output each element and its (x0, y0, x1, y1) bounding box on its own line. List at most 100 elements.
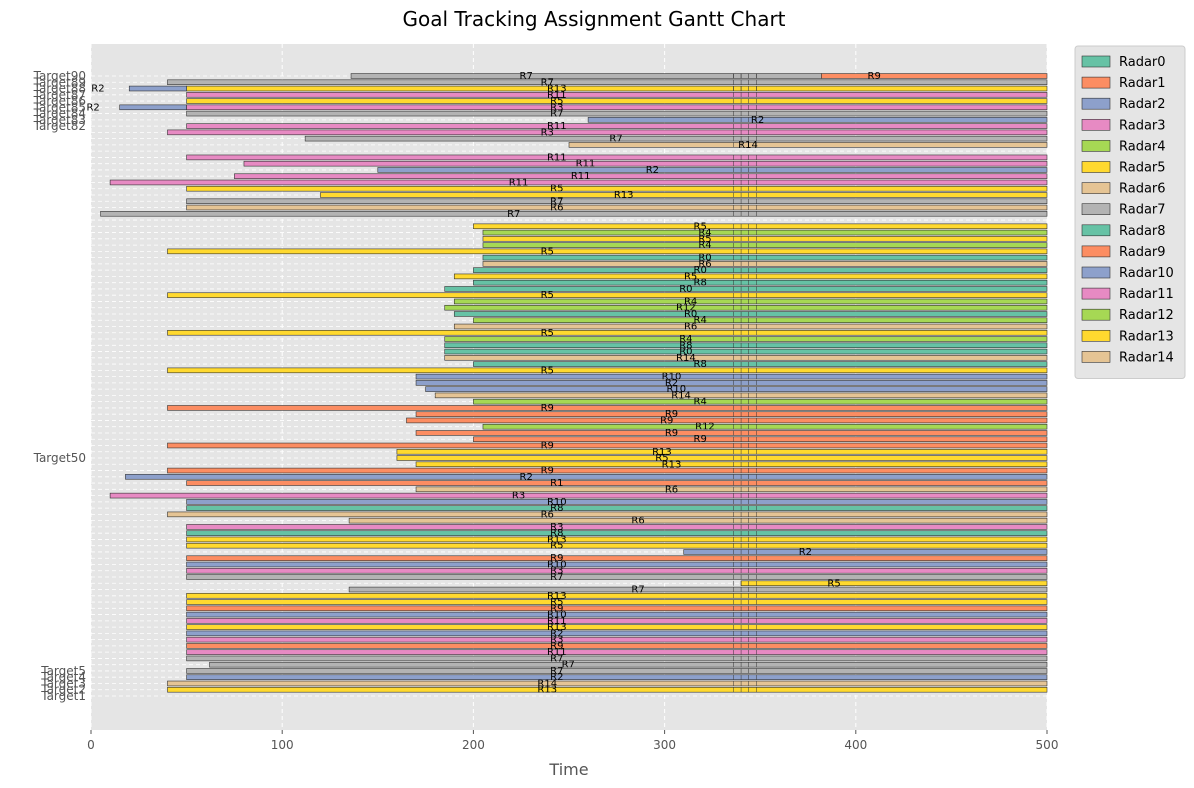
gantt-bar (186, 123, 1048, 129)
legend-swatch (1081, 203, 1111, 215)
legend-label: Radar7 (1119, 203, 1166, 218)
gantt-bar (186, 574, 1048, 580)
legend-label: Radar8 (1119, 224, 1166, 239)
gantt-bar (186, 524, 1048, 530)
gantt-bar (444, 286, 1048, 292)
bar-label: R11 (547, 616, 567, 627)
gantt-bar (453, 323, 1048, 330)
bar-label: R0 (679, 284, 692, 295)
bar-label: R7 (550, 109, 563, 120)
x-tick-label: 300 (653, 738, 676, 752)
gantt-bar (119, 104, 187, 111)
gantt-bar (167, 79, 1048, 86)
gantt-bar (167, 511, 1048, 518)
gantt-bar (128, 85, 187, 92)
bar-label: R14 (537, 678, 557, 689)
gantt-bar (100, 211, 1048, 217)
bar-label: R9 (660, 415, 673, 426)
bar-label: R7 (609, 134, 622, 145)
gantt-bar (167, 330, 1048, 336)
gantt-bar (186, 536, 1048, 543)
bar-label: R6 (541, 509, 554, 520)
legend-swatch (1081, 140, 1111, 152)
bar-label: R7 (631, 585, 644, 596)
y-tick-label: Target86 (33, 94, 86, 108)
gantt-bar (167, 405, 1048, 411)
gantt-bar (482, 242, 1048, 248)
bar-label: R0 (679, 347, 692, 358)
legend-label: Radar4 (1119, 139, 1166, 154)
x-tick-label: 200 (462, 738, 485, 752)
legend-swatch (1081, 182, 1111, 194)
bar-label: R0 (684, 309, 697, 320)
gantt-bar (186, 542, 1048, 549)
bars-group (100, 73, 1048, 693)
gantt-bar (415, 486, 1048, 493)
gantt-bar (186, 630, 1048, 637)
bar-label: R9 (550, 603, 563, 614)
bar-label: R8 (550, 528, 563, 539)
x-tick-label: 500 (1036, 738, 1059, 752)
gantt-bar (444, 304, 1048, 311)
bar-label: R9 (665, 409, 678, 420)
y-ticks: Target90Target89Target88Target87Target86… (33, 69, 86, 703)
legend-label: Radar13 (1119, 329, 1174, 344)
bar-label: R9 (868, 71, 881, 82)
legend-label: Radar12 (1119, 308, 1174, 323)
bar-label: R10 (666, 384, 686, 395)
y-tick-label: Target89 (33, 75, 86, 89)
gantt-bar (186, 605, 1048, 612)
gantt-bar (109, 179, 1048, 186)
gantt-bar (186, 643, 1048, 649)
gantt-bar (415, 461, 1048, 468)
bar-label: R5 (541, 246, 554, 257)
gantt-bar (186, 561, 1048, 568)
bar-label: R11 (547, 647, 567, 658)
bar-label: R0 (698, 253, 711, 264)
gantt-bar (167, 367, 1048, 374)
bar-label: R5 (541, 290, 554, 301)
gantt-bar (473, 436, 1048, 442)
bar-label: R7 (550, 572, 563, 583)
gantt-bar (415, 430, 1048, 436)
bar-label: R6 (631, 516, 644, 527)
gantt-bar (167, 686, 1048, 693)
bar-label: R5 (694, 221, 707, 232)
gantt-bar (482, 261, 1048, 267)
gantt-bar (186, 204, 1048, 211)
gantt-bar (444, 348, 1048, 355)
legend-label: Radar10 (1119, 266, 1174, 281)
gantt-bar (453, 298, 1048, 305)
bar-label: R8 (679, 340, 692, 351)
y-tick-label: Target83 (33, 113, 86, 127)
legend-label: Radar3 (1119, 118, 1166, 133)
y-tick-label: Target1 (40, 689, 86, 703)
gantt-bar (186, 85, 1048, 92)
bar-label: R4 (694, 315, 707, 326)
bar-label: R7 (550, 653, 563, 664)
gantt-bar (186, 530, 1048, 536)
x-tick-label: 400 (844, 738, 867, 752)
bar-label: R10 (662, 372, 682, 383)
legend-swatch (1081, 245, 1111, 258)
gantt-bar (186, 649, 1048, 655)
legend: Radar0 Radar1 Radar2 Radar3 Radar4 Radar5 Rada… (1074, 45, 1186, 379)
bar-label: R2 (799, 547, 812, 558)
legend-label: Radar2 (1119, 97, 1166, 112)
gantt-bar (444, 336, 1048, 342)
bar-label: R6 (665, 484, 678, 495)
bar-label: R10 (547, 559, 567, 570)
bar-label: R8 (694, 278, 707, 289)
gantt-bar (186, 110, 1048, 117)
y-tick-label: Target90 (33, 69, 86, 83)
y-tick-label: Target85 (33, 100, 86, 114)
y-tick-label: Target87 (33, 88, 86, 102)
gantt-bar (396, 455, 1048, 461)
y-tick-label: Target5 (40, 664, 86, 678)
bar-label: R2 (86, 102, 99, 113)
bar-label: R8 (550, 503, 563, 514)
gantt-bar (350, 73, 822, 79)
gantt-bar (683, 549, 1048, 555)
